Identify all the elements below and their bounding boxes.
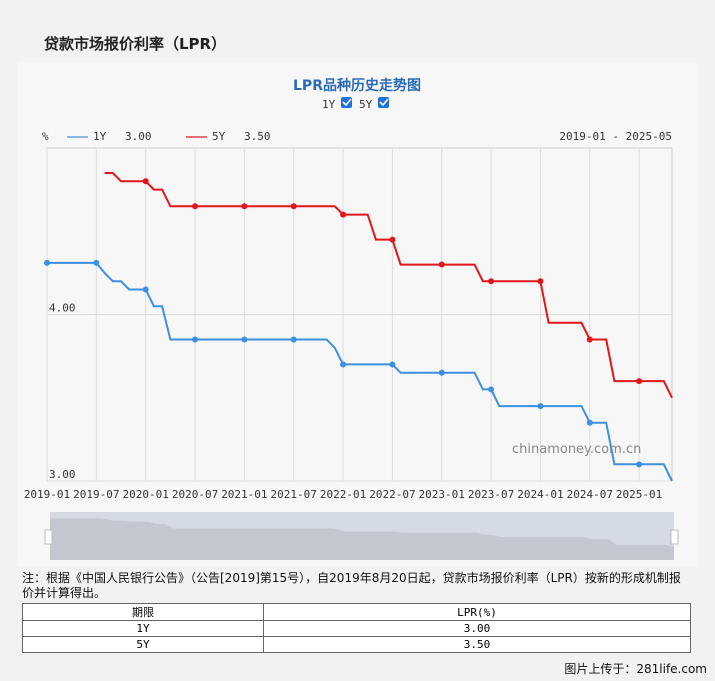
footnote: 注：根据《中国人民银行公告》（公告[2019]第15号），自2019年8月20日… xyxy=(22,571,681,600)
x-tick-label: 2022-01 xyxy=(320,488,366,501)
check-icon xyxy=(342,98,352,107)
watermark: chinamoney.com.cn xyxy=(512,442,641,457)
unit-label: % xyxy=(42,130,49,143)
x-tick-label: 2024-07 xyxy=(567,488,613,501)
data-point-1Y[interactable] xyxy=(636,461,643,468)
data-point-5Y[interactable] xyxy=(290,203,297,210)
x-tick-label: 2019-01 xyxy=(24,488,70,501)
data-point-5Y[interactable] xyxy=(241,203,248,210)
header-lpr: LPR(%) xyxy=(263,603,691,621)
toggle-label-5Y: 5Y xyxy=(359,98,373,111)
y-tick-label: 4.00 xyxy=(49,302,76,315)
data-point-1Y[interactable] xyxy=(192,336,199,343)
checkbox-5Y[interactable] xyxy=(378,97,389,108)
legend-label-5Y[interactable]: 5Y xyxy=(212,130,226,143)
data-point-1Y[interactable] xyxy=(340,361,347,368)
x-tick-label: 2023-07 xyxy=(468,488,514,501)
x-tick-label: 2020-01 xyxy=(123,488,169,501)
data-point-1Y[interactable] xyxy=(586,419,593,426)
checkbox-1Y[interactable] xyxy=(341,97,352,108)
navigator-area xyxy=(50,518,674,560)
data-point-1Y[interactable] xyxy=(241,336,248,343)
data-point-5Y[interactable] xyxy=(192,203,199,210)
x-tick-label: 2023-01 xyxy=(419,488,465,501)
x-tick-label: 2025-01 xyxy=(616,488,662,501)
upload-credit: 图片上传于：281life.com xyxy=(564,662,707,676)
table-header-row: 期限 LPR(%) xyxy=(22,603,691,621)
table-row: 5Y 3.50 xyxy=(22,636,691,653)
data-point-5Y[interactable] xyxy=(636,378,643,385)
data-point-1Y[interactable] xyxy=(537,403,544,410)
cell-term: 1Y xyxy=(22,620,264,637)
x-tick-label: 2020-07 xyxy=(172,488,218,501)
x-tick-label: 2021-01 xyxy=(221,488,267,501)
data-point-1Y[interactable] xyxy=(93,259,100,266)
series-line-1Y xyxy=(47,261,673,482)
legend-label-1Y[interactable]: 1Y xyxy=(93,130,107,143)
data-point-5Y[interactable] xyxy=(438,261,445,268)
series-line-5Y xyxy=(104,172,673,399)
chart-title: LPR品种历史走势图 xyxy=(293,77,421,94)
lpr-table: 期限 LPR(%) 1Y 3.00 5Y 3.50 xyxy=(22,603,691,653)
check-icon xyxy=(379,98,389,107)
date-range: 2019-01 - 2025-05 xyxy=(559,130,672,143)
header-term: 期限 xyxy=(22,603,264,621)
x-tick-label: 2019-07 xyxy=(73,488,119,501)
x-tick-label: 2024-01 xyxy=(517,488,563,501)
page-title: 贷款市场报价利率（LPR） xyxy=(44,35,227,53)
data-point-5Y[interactable] xyxy=(488,278,495,285)
x-tick-label: 2021-07 xyxy=(271,488,317,501)
table-row: 1Y 3.00 xyxy=(22,620,691,637)
legend-value-5Y: 3.50 xyxy=(244,130,271,143)
data-point-5Y[interactable] xyxy=(537,278,544,285)
data-point-1Y[interactable] xyxy=(438,369,445,376)
cell-term: 5Y xyxy=(22,636,264,653)
data-point-5Y[interactable] xyxy=(586,336,593,343)
data-point-1Y[interactable] xyxy=(488,386,495,393)
legend-value-1Y: 3.00 xyxy=(125,130,152,143)
lpr-chart: LPR品种历史走势图 1Y 5Y% 1Y 3.00 5Y 3.50 2019-01 - 202… xyxy=(24,77,679,560)
data-point-1Y[interactable] xyxy=(44,259,50,266)
data-point-1Y[interactable] xyxy=(142,286,149,293)
data-point-5Y[interactable] xyxy=(142,178,149,185)
x-tick-label: 2022-07 xyxy=(369,488,415,501)
toggle-label-1Y: 1Y xyxy=(322,98,336,111)
navigator-right-handle[interactable] xyxy=(670,529,679,545)
data-point-1Y[interactable] xyxy=(389,361,396,368)
data-point-5Y[interactable] xyxy=(389,236,396,243)
cell-rate: 3.50 xyxy=(263,636,691,653)
data-point-1Y[interactable] xyxy=(290,336,297,343)
y-tick-label: 3.00 xyxy=(49,468,76,481)
cell-rate: 3.00 xyxy=(263,620,691,637)
data-point-5Y[interactable] xyxy=(340,211,347,218)
navigator-left-handle[interactable] xyxy=(44,529,53,545)
